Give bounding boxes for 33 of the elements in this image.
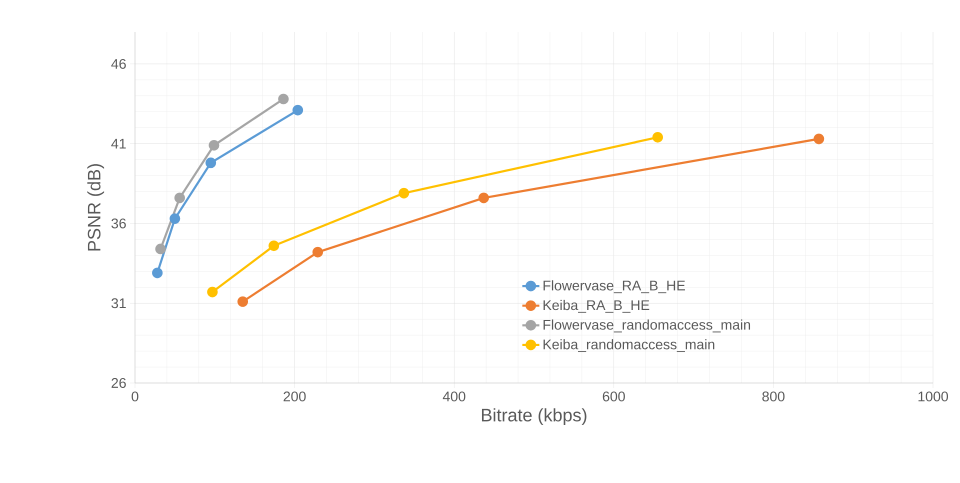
point [652,132,663,143]
x-tick-label: 1000 [918,392,948,402]
point [207,286,218,298]
y-tick-label: 36 [111,218,126,228]
point [237,296,248,307]
legend-label: Flowervase_RA_B_HE [544,280,685,294]
x-tick-label: 600 [602,392,625,402]
point [174,192,185,204]
y-tick-label: 31 [111,298,126,308]
x-axis-title: Bitrate (kbps) [482,408,586,426]
y-tick-label: 41 [111,138,126,148]
point [208,140,220,151]
point [170,213,180,224]
legend-label: Keiba_RA_B_HE [544,300,650,313]
point [292,104,304,116]
point [152,268,163,278]
point [398,188,410,198]
point [155,244,166,254]
x-tick-label: 400 [442,392,466,402]
x-tick-label: 0 [132,392,138,402]
point [312,246,324,258]
point [268,240,280,252]
point [278,94,289,104]
point [206,158,216,168]
x-tick-label: 200 [284,392,306,402]
y-tick-label: 26 [112,378,126,388]
x-tick-label: 800 [762,392,785,402]
legend-label: Flowervase_randomaccess_main [544,319,750,332]
point [478,192,490,204]
point [814,134,824,144]
legend-label: Keiba_randomaccess_main [544,339,714,352]
y-axis-title: PSNR (dB) [87,164,104,251]
y-tick-label: 46 [111,58,126,69]
